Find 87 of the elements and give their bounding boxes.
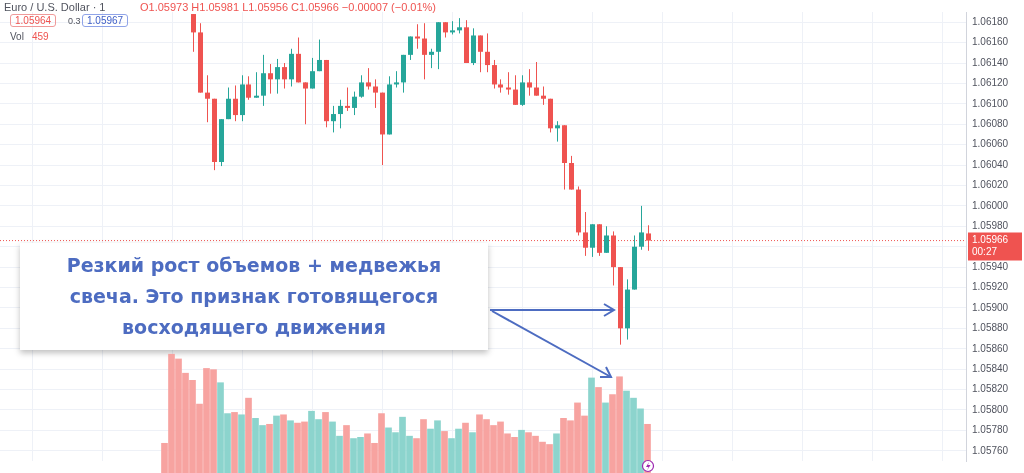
bar — [231, 412, 238, 473]
candlestick — [485, 32, 490, 73]
candlestick — [345, 87, 350, 112]
candlestick — [359, 74, 364, 99]
y-tick-label: 1.06020 — [972, 179, 1009, 191]
bar — [266, 423, 273, 473]
bar — [280, 414, 287, 473]
y-tick-label: 1.05800 — [972, 403, 1009, 415]
candlestick — [310, 57, 315, 90]
y-tick-label: 1.06120 — [972, 77, 1009, 89]
bar — [588, 377, 595, 473]
bar — [343, 425, 350, 473]
bar — [322, 412, 329, 473]
y-tick-label: 1.05880 — [972, 322, 1009, 334]
y-tick-label: 1.05820 — [972, 383, 1009, 395]
annotation: 1.05967 — [82, 14, 129, 27]
y-tick-label: 1.06080 — [972, 118, 1009, 129]
bar — [469, 432, 476, 473]
candlestick — [191, 13, 196, 53]
candlestick — [331, 105, 336, 133]
y-tick-label: 1.05900 — [972, 301, 1009, 313]
candlestick — [254, 71, 259, 99]
candlestick — [492, 59, 497, 90]
text: 00:27 — [972, 246, 998, 258]
annotation: Vol — [10, 31, 24, 42]
candlestick — [513, 74, 518, 106]
y-tick-label: 1.05920 — [972, 281, 1009, 293]
annotation: 459 — [32, 31, 49, 42]
y-tick-label: 1.06100 — [972, 97, 1009, 109]
candlestick — [352, 91, 357, 116]
callout-box: Резкий рост объемов + медвежья свеча. Это признак готовящегося восходящего движения — [20, 243, 488, 350]
bar — [273, 415, 280, 473]
bar — [238, 414, 245, 473]
bar — [441, 431, 448, 473]
candlestick — [205, 74, 210, 123]
bar — [553, 433, 560, 473]
y-tick-label: 1.06180 — [972, 15, 1009, 27]
candlestick — [639, 205, 644, 251]
candlestick — [317, 39, 322, 72]
candlestick — [394, 70, 399, 89]
candlestick — [226, 87, 231, 120]
y-tick-label: 1.06140 — [972, 56, 1009, 68]
chart-subtitle: O1.05973 H1.05981 L1.05956 C1.05966 −0.00007 (−0.01%) — [140, 1, 437, 13]
annotation: Резкий рост объемов + медвежья свеча. Это признак готовящегося восходящего движения — [65, 253, 443, 340]
y-tick-label: 1.05840 — [972, 362, 1009, 374]
candlestick — [534, 61, 539, 97]
y-tick-label: 1.06000 — [972, 199, 1009, 211]
candlestick — [261, 54, 266, 107]
bar — [602, 402, 609, 473]
candlestick — [541, 85, 546, 106]
bar — [245, 397, 252, 473]
y-tick-label: 1.05860 — [972, 342, 1009, 354]
bar — [518, 429, 525, 473]
y-tick-label: 1.05940 — [972, 260, 1009, 272]
candlestick — [478, 34, 483, 73]
candlestick — [527, 68, 532, 97]
candlestick — [282, 62, 287, 90]
ref-line-label: 1.05966 — [972, 234, 1009, 246]
annotation: 1.05964 — [10, 14, 57, 27]
candlestick — [268, 63, 273, 95]
y-tick-label: 1.06040 — [972, 158, 1009, 170]
candlestick — [233, 84, 238, 122]
bar — [287, 420, 294, 473]
candlestick — [366, 67, 371, 91]
candlestick — [604, 225, 609, 254]
bar — [595, 387, 602, 473]
candlestick — [373, 78, 378, 109]
candlestick — [422, 22, 427, 80]
candlestick — [408, 35, 413, 61]
chart-title: Euro / U.S. Dollar · 1 — [4, 1, 106, 13]
candlestick — [555, 120, 560, 143]
annotation: 0.3 — [68, 16, 81, 26]
candlestick — [338, 99, 343, 129]
candlestick — [303, 81, 308, 125]
candlestick — [275, 58, 280, 95]
y-tick-label: 1.05760 — [972, 444, 1009, 456]
candlestick — [506, 71, 511, 96]
y-tick-label: 1.06060 — [972, 138, 1009, 150]
candlestick — [590, 223, 595, 258]
y-tick-label: 1.05780 — [972, 424, 1009, 436]
candlestick — [246, 75, 251, 101]
bar — [462, 422, 469, 473]
y-tick-label: 1.05980 — [972, 220, 1009, 232]
candlestick — [429, 48, 434, 69]
candlestick — [415, 23, 420, 50]
candlestick — [520, 74, 525, 107]
y-tick-label: 1.06160 — [972, 36, 1009, 48]
